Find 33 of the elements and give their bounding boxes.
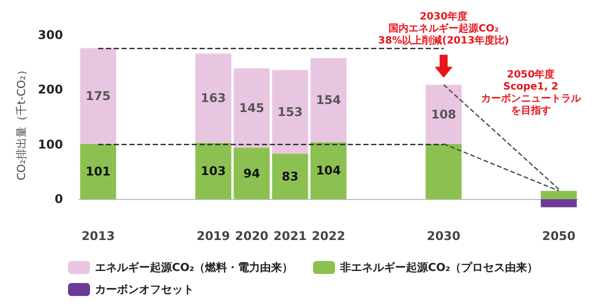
- legend-label: エネルギー起源CO₂（燃料・電力由来）: [95, 261, 294, 274]
- annotation: を目指す: [510, 104, 551, 116]
- text: 国内エネルギー起源CO₂: [388, 22, 499, 34]
- annotation: Scope1, 2: [503, 82, 558, 92]
- text: 2030年度: [420, 10, 468, 22]
- x-tick-label: 2022: [312, 229, 346, 243]
- x-tick-label: 2030: [426, 229, 460, 243]
- data-label: 83: [282, 169, 298, 184]
- data-label: 103: [200, 164, 226, 178]
- data-label: 104: [316, 164, 342, 178]
- y-axis-title: CO₂排出量（千t-CO₂）: [15, 64, 28, 180]
- data-label: 154: [316, 93, 342, 108]
- x-tick-label: 2050: [542, 229, 576, 243]
- y-tick-label: 100: [38, 137, 63, 152]
- annotation: カーボンニュートラル: [480, 92, 582, 104]
- x-tick-label: 2019: [196, 229, 230, 243]
- y-tick-label: 300: [38, 28, 63, 42]
- legend-label: 非エネルギー起源CO₂（プロセス由来）: [339, 261, 538, 274]
- x-tick-label: 2021: [273, 229, 307, 243]
- data-label: 108: [431, 107, 456, 122]
- annotation: 38%以上削減(2013年度比): [378, 34, 510, 46]
- legend-label: カーボンオフセット: [95, 283, 194, 296]
- x-tick-label: 2020: [234, 229, 268, 243]
- data-label: 163: [200, 91, 226, 106]
- data-label: 153: [278, 104, 303, 119]
- annotation: 2050年度: [506, 68, 555, 80]
- data-label: 94: [243, 166, 260, 180]
- data-label: 101: [86, 164, 111, 178]
- data-label: 175: [86, 88, 111, 103]
- data-label: 145: [239, 101, 264, 116]
- y-tick-label: 0: [54, 192, 63, 206]
- x-tick-label: 2013: [81, 229, 115, 243]
- y-tick-label: 200: [38, 82, 63, 97]
